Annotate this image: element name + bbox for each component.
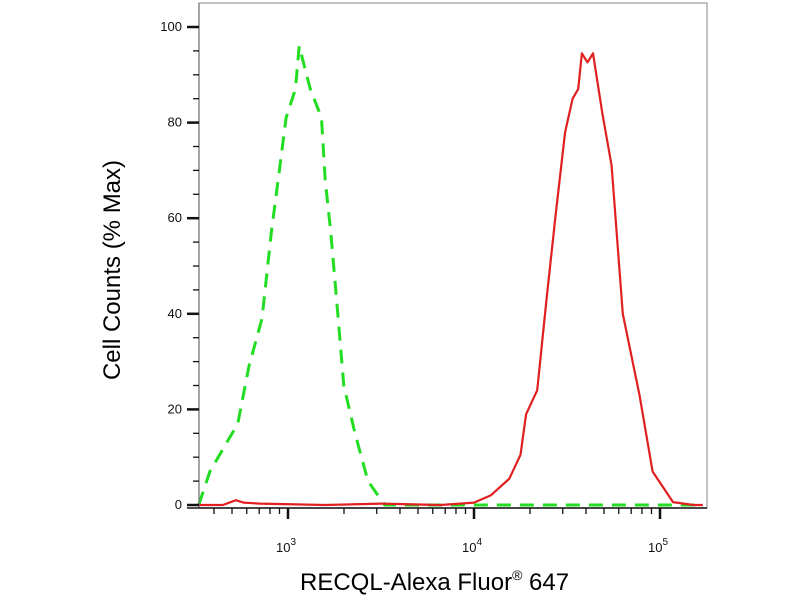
x-tick-exponent: 3 [290,537,296,548]
x-tick-base: 10 [462,540,476,555]
plot-frame [198,2,708,509]
plot-area [197,2,708,509]
y-axis-title: Cell Counts (% Max) [99,160,126,380]
x-axis: 103 104 105 [187,507,707,555]
y-tick-label: 60 [168,210,182,225]
x-axis-title-main: RECQL-Alexa Fluor [300,569,512,596]
y-tick-label: 0 [175,497,182,512]
x-tick-label: 104 [462,537,482,555]
series-line-isotype-control [197,44,698,507]
x-tick-base: 10 [276,540,290,555]
x-tick-base: 10 [648,540,662,555]
y-tick-label: 20 [168,401,182,416]
x-tick-label: 103 [276,537,296,555]
x-tick-exponent: 4 [476,537,482,548]
series-line-recql [198,52,703,507]
y-tick-label: 100 [160,19,182,34]
x-tick-exponent: 5 [662,537,668,548]
x-tick-label: 105 [648,537,668,555]
y-axis: 0 20 40 60 80 100 [160,3,200,512]
y-tick-label: 40 [168,306,182,321]
y-tick-label: 80 [168,115,182,130]
x-axis-title-suffix: 647 [522,569,569,596]
x-axis-title: RECQL-Alexa Fluor® 647 [300,567,569,596]
x-axis-title-registered: ® [512,567,523,583]
